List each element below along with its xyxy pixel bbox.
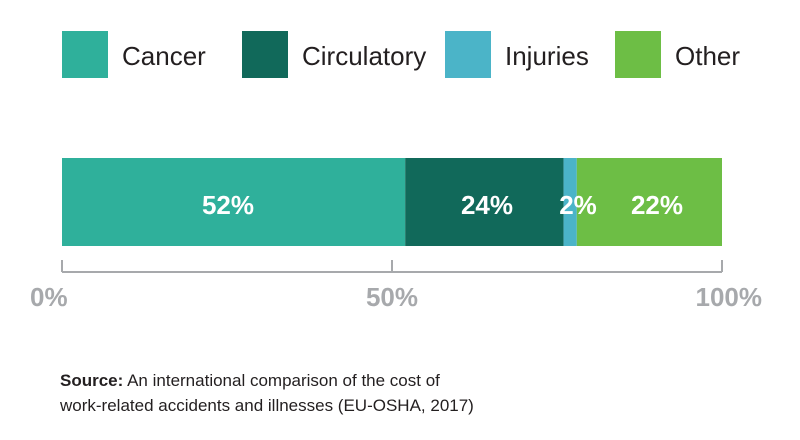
data-label-circulatory: 24% <box>461 190 513 220</box>
x-tick-label-0: 0% <box>30 282 68 312</box>
bar-segment-circulatory <box>405 158 564 246</box>
source-note: Source: An international comparison of t… <box>60 368 760 418</box>
data-label-other: 22% <box>631 190 683 220</box>
legend-label-circulatory: Circulatory <box>302 41 426 71</box>
legend-swatch-cancer <box>62 31 108 78</box>
data-label-cancer: 52% <box>202 190 254 220</box>
legend-swatch-other <box>615 31 661 78</box>
bar-segments: 52% 24% 2% 22% <box>62 158 722 246</box>
x-tick-label-50: 50% <box>366 282 418 312</box>
bar-segment-other <box>576 158 722 246</box>
bar-segment-cancer <box>62 158 406 246</box>
x-axis: 0% 50% 100% <box>30 260 762 312</box>
bar-segment-injuries <box>563 158 577 246</box>
legend-swatch-injuries <box>445 31 491 78</box>
legend: Cancer Circulatory Injuries Other <box>62 31 740 78</box>
legend-label-cancer: Cancer <box>122 41 206 71</box>
legend-swatch-circulatory <box>242 31 288 78</box>
source-line-2: work-related accidents and illnesses (EU… <box>60 396 474 415</box>
source-lead: Source: <box>60 371 124 390</box>
source-text-1: An international comparison of the cost … <box>127 371 440 390</box>
source-line-1: Source: An international comparison of t… <box>60 368 760 393</box>
data-label-injuries: 2% <box>559 190 597 220</box>
legend-label-other: Other <box>675 41 740 71</box>
x-tick-label-100: 100% <box>696 282 763 312</box>
legend-label-injuries: Injuries <box>505 41 589 71</box>
